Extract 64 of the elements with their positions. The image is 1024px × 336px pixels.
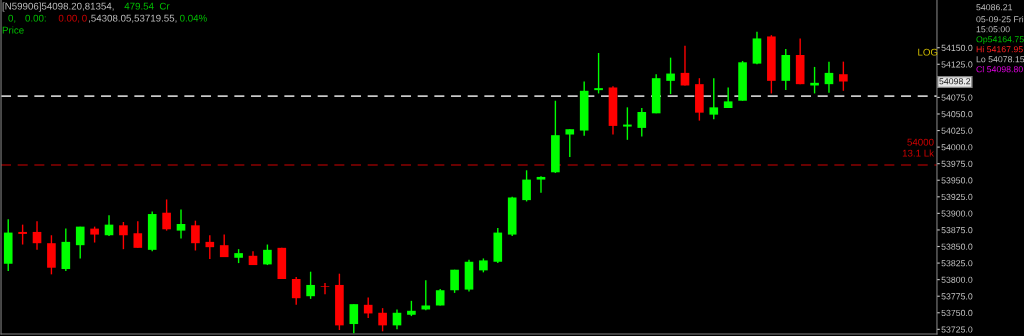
text: Hi 54167.95 <box>976 45 1023 53</box>
y-tick-label: 53800.0 <box>941 276 973 283</box>
candlestick <box>18 223 27 246</box>
y-tick-label: 53925.0 <box>941 193 973 201</box>
annotation: 0.00, <box>58 14 80 23</box>
candlestick <box>291 276 301 306</box>
candlestick <box>363 296 373 319</box>
candlestick <box>522 169 531 203</box>
y-tick-label: 53950.0 <box>941 177 973 184</box>
candlestick <box>623 106 632 141</box>
candlestick <box>637 107 647 138</box>
annotation: 13.1 Lk <box>902 149 935 157</box>
annotation: LOG <box>918 48 938 56</box>
candlestick <box>594 52 603 95</box>
y-tick-label: 53750.0 <box>941 309 973 317</box>
candlestick <box>565 128 575 158</box>
candlestick <box>263 243 272 266</box>
candlestick <box>162 198 171 232</box>
candlestick <box>133 220 143 249</box>
y-tick-label: 54025.0 <box>941 127 973 134</box>
candlestick <box>824 60 834 94</box>
candlestick <box>176 208 186 240</box>
y-tick-label: 54150.0 <box>941 44 973 51</box>
candlestick <box>191 219 200 252</box>
candlestick <box>205 234 215 260</box>
y-tick-label: 53900.0 <box>941 210 973 217</box>
y-tick-label: 54075.0 <box>941 94 973 101</box>
y-tick-label: 53850.0 <box>941 243 973 250</box>
text: Op54164.75 <box>976 36 1024 45</box>
candlestick <box>666 56 675 95</box>
annotation: 54000 <box>907 138 934 146</box>
candlestick <box>75 225 85 260</box>
text: 05-09-25 Fri <box>976 15 1024 23</box>
y-tick-label: 53725.0 <box>941 326 973 333</box>
y-tick-label: 53775.0 <box>941 293 973 300</box>
annotation: Price <box>2 26 24 34</box>
candlestick <box>119 221 128 250</box>
y-tick-label: 54125.0 <box>941 61 973 68</box>
annotation: 0.04% <box>180 14 207 22</box>
text: Lo 54078.15 <box>976 56 1024 63</box>
annotation: ,54308.05,53719.55, <box>89 14 177 23</box>
annotation: [N59906]54098.20,81354, <box>2 2 114 12</box>
annotation: 0, <box>8 14 16 23</box>
y-tick-label: 53875.0 <box>941 227 973 234</box>
text: 54098.2 <box>939 78 971 85</box>
text: Cl 54098.80 <box>976 65 1023 73</box>
y-tick-label: 53975.0 <box>941 160 973 167</box>
candlestick <box>839 60 848 92</box>
y-tick-label: 54050.0 <box>941 111 973 118</box>
candlestick <box>378 307 387 333</box>
candlestick <box>536 175 546 194</box>
candlestick <box>32 220 42 251</box>
candlestick <box>709 77 719 120</box>
annotation: 0.00: <box>25 14 46 22</box>
text: 54086.21 <box>976 4 1013 11</box>
y-tick-label: 54000.0 <box>941 144 973 151</box>
annotation: 479.54 Cr <box>124 2 170 10</box>
annotation: 0 <box>82 14 87 22</box>
text: 15:05:00 <box>976 26 1010 33</box>
candlestick <box>306 270 315 300</box>
candlestick <box>421 279 431 311</box>
candlestick <box>349 303 359 334</box>
candlestick <box>320 282 330 295</box>
y-tick-label: 53825.0 <box>941 260 973 267</box>
